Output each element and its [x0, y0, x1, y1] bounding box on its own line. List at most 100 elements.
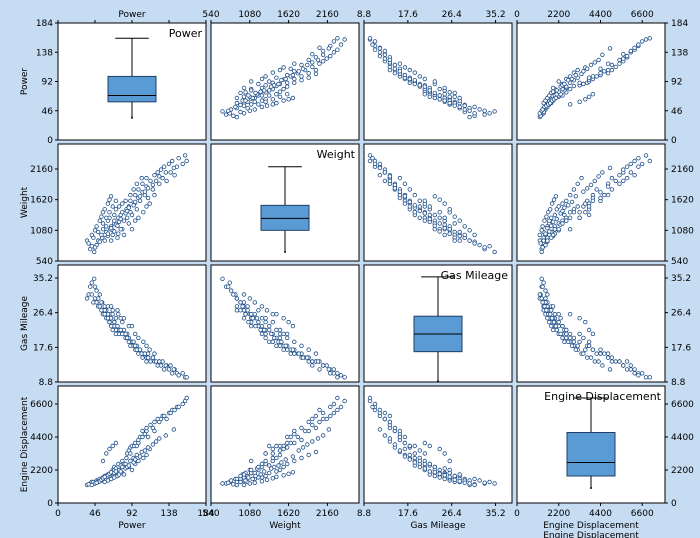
y-axis-title: Engine Displacement	[20, 396, 30, 492]
data-point	[567, 209, 573, 215]
data-point	[392, 425, 398, 431]
data-point	[136, 335, 141, 341]
data-point	[632, 158, 637, 164]
data-point	[583, 201, 588, 206]
data-point	[245, 308, 250, 313]
data-point	[115, 323, 120, 329]
cell-power-vs-weight	[210, 22, 360, 141]
data-point	[594, 351, 599, 356]
data-point	[302, 428, 308, 434]
data-point	[250, 476, 255, 482]
data-point	[285, 445, 290, 450]
data-point	[107, 197, 112, 202]
data-point	[263, 99, 268, 104]
data-point	[120, 319, 125, 325]
diagonal-label: Power	[169, 27, 203, 40]
data-point	[121, 316, 127, 321]
data-point	[442, 91, 447, 97]
data-point	[573, 347, 578, 352]
data-point	[158, 167, 164, 172]
data-point	[313, 67, 319, 73]
data-point	[129, 226, 135, 232]
data-point	[267, 93, 272, 98]
data-point	[250, 316, 255, 321]
diagonal-label: Gas Mileage	[441, 269, 509, 282]
data-point	[315, 359, 321, 364]
data-point	[328, 53, 333, 59]
data-point	[105, 201, 111, 206]
data-point	[540, 284, 545, 289]
data-point	[567, 102, 573, 107]
data-point	[554, 88, 559, 93]
data-point	[457, 218, 462, 223]
data-point	[290, 470, 296, 475]
data-point	[338, 404, 344, 410]
data-point	[472, 241, 477, 246]
data-point	[392, 66, 398, 71]
data-point	[92, 245, 98, 250]
y-tick-label: 8.8	[39, 378, 54, 388]
data-point	[342, 375, 347, 380]
data-point	[377, 53, 383, 59]
y-tick-label: 540	[36, 257, 53, 267]
data-point	[270, 312, 275, 317]
data-point	[558, 316, 563, 321]
data-point	[382, 416, 388, 422]
data-point	[124, 335, 130, 341]
data-point	[417, 215, 422, 220]
data-point	[402, 454, 408, 459]
cell-weight-vs-power	[57, 143, 207, 262]
data-point	[121, 232, 127, 238]
data-point	[299, 74, 304, 79]
data-point	[270, 97, 275, 102]
data-point	[472, 476, 477, 482]
data-point	[223, 112, 229, 117]
data-point	[437, 215, 442, 220]
data-point	[285, 72, 290, 78]
data-point	[482, 480, 487, 485]
data-point	[575, 343, 580, 348]
data-point	[286, 319, 291, 325]
data-point	[552, 212, 558, 218]
data-point	[110, 204, 115, 209]
data-point	[553, 95, 559, 101]
data-point	[437, 446, 442, 452]
y-tick-label-right: 92	[671, 78, 682, 88]
data-point	[549, 323, 554, 329]
data-point	[108, 225, 114, 231]
data-point	[331, 410, 337, 416]
data-point	[86, 241, 91, 246]
data-point	[172, 172, 177, 178]
y-tick-label: 46	[42, 107, 54, 117]
data-point	[636, 155, 641, 161]
data-point	[628, 161, 633, 167]
data-point	[292, 440, 297, 446]
data-point	[598, 190, 603, 195]
data-point	[647, 158, 652, 164]
data-point	[542, 304, 547, 309]
data-point	[577, 80, 582, 85]
data-point	[144, 343, 149, 348]
x-tick-label-top: 35.2	[486, 10, 506, 20]
data-point	[299, 455, 304, 461]
data-point	[243, 312, 248, 317]
data-point	[277, 327, 283, 333]
data-point	[621, 52, 626, 57]
data-point	[295, 434, 301, 440]
data-point	[552, 312, 558, 317]
data-point	[238, 90, 243, 96]
data-point	[102, 312, 107, 317]
data-point	[176, 155, 181, 161]
data-point	[142, 448, 148, 453]
data-point	[140, 181, 145, 186]
data-point	[575, 181, 580, 186]
x-tick-label: 540	[202, 509, 219, 519]
data-point	[285, 434, 290, 440]
data-point	[613, 178, 618, 184]
data-point	[108, 470, 114, 475]
data-point	[317, 45, 322, 50]
data-point	[412, 443, 417, 449]
data-point	[417, 74, 422, 79]
data-point	[487, 479, 492, 485]
x-axis-title-top: Power	[118, 10, 146, 20]
